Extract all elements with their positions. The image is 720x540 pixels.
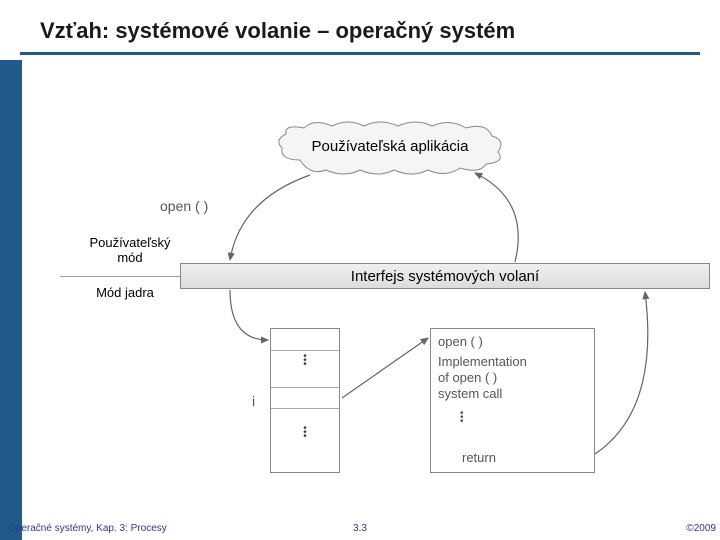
footer-right: ©2009 — [686, 523, 716, 534]
title-underline — [20, 52, 700, 55]
diagram-arrows — [30, 70, 710, 500]
footer-center: 3.3 — [0, 523, 720, 534]
left-accent-bar — [0, 60, 22, 540]
page-title: Vzťah: systémové volanie – operačný syst… — [40, 18, 515, 44]
diagram-area: Používateľská aplikácia open ( ) Používa… — [30, 70, 710, 500]
